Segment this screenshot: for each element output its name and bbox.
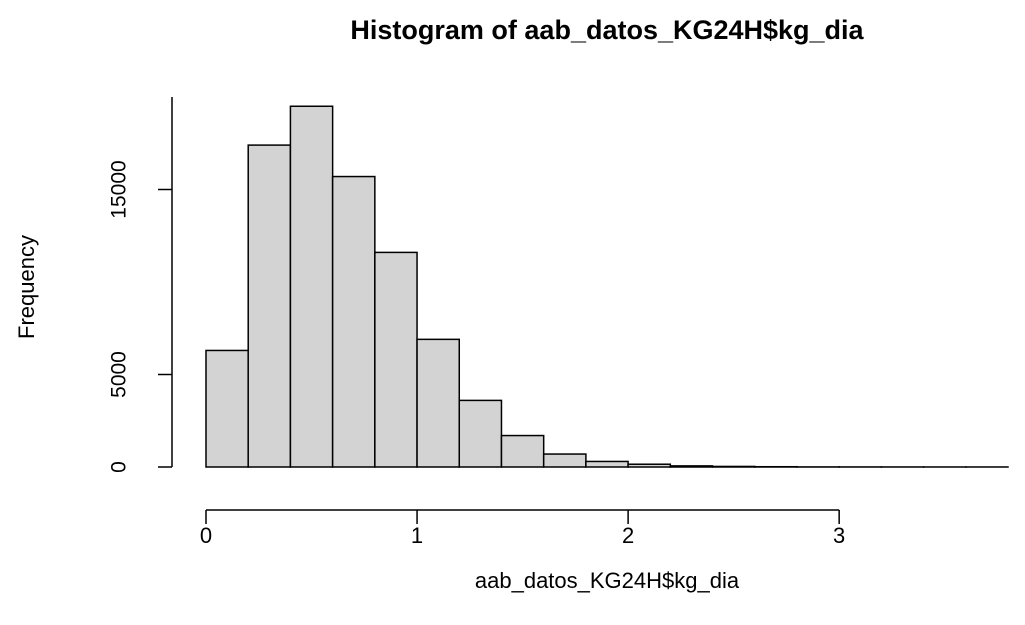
bar: [500, 434, 545, 468]
x-tick-label: 3: [833, 523, 845, 548]
y-tick-label: 5000: [108, 351, 131, 398]
y-axis-label: Frequency: [14, 235, 39, 339]
bar: [247, 144, 292, 468]
bar: [458, 399, 503, 468]
y-tick-label: 15000: [108, 160, 131, 218]
y-tick-label: 0: [108, 461, 131, 473]
bar: [585, 460, 629, 468]
bar: [374, 251, 418, 468]
bar: [289, 105, 334, 468]
bar: [416, 338, 461, 468]
bar: [331, 175, 376, 468]
bar: [205, 349, 249, 468]
x-axis-label: aab_datos_KG24H$kg_dia: [475, 568, 740, 593]
bar: [627, 463, 672, 468]
bar: [669, 465, 714, 468]
x-tick-label: 2: [622, 523, 634, 548]
x-tick-label: 1: [411, 523, 423, 548]
chart-title: Histogram of aab_datos_KG24H$kg_dia: [350, 15, 864, 45]
bar: [711, 465, 756, 468]
x-tick-label: 0: [200, 523, 212, 548]
bar: [542, 453, 587, 468]
